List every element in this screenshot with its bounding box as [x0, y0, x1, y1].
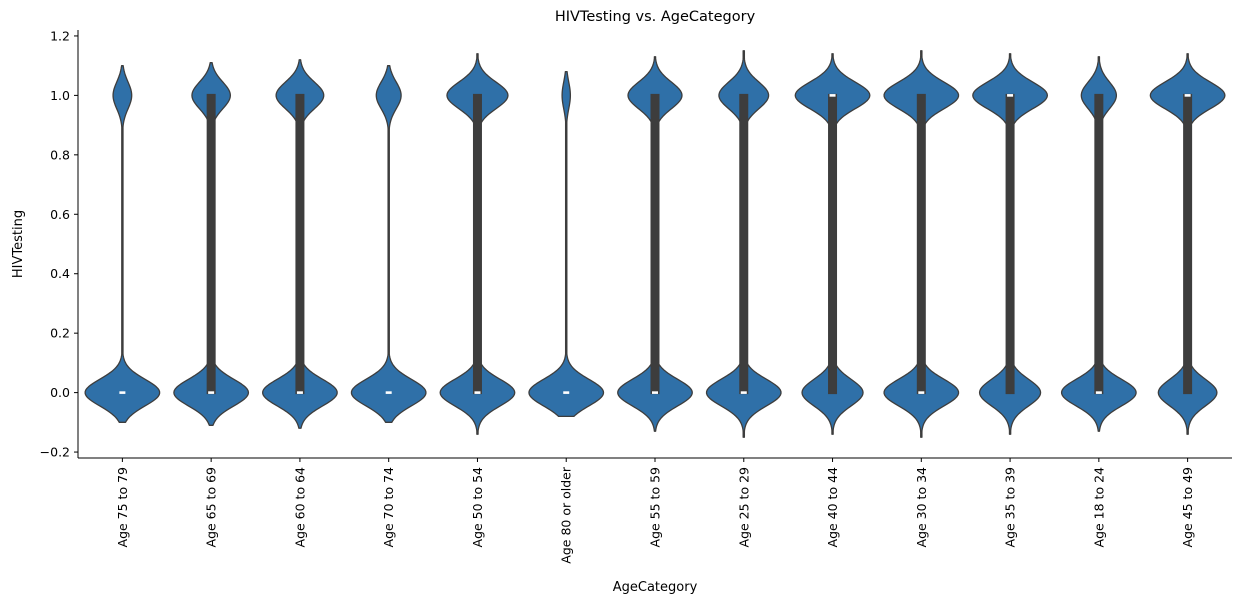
iqr-box	[1005, 93, 1015, 395]
median-marker	[740, 391, 747, 394]
median-marker	[1184, 94, 1191, 97]
y-tick-label: 0.6	[50, 207, 70, 222]
iqr-box	[1094, 93, 1104, 395]
x-tick-label: Age 45 to 49	[1180, 467, 1195, 548]
iqr-box	[739, 93, 749, 395]
y-tick-label: 0.8	[50, 147, 70, 162]
x-tick-label: Age 40 to 44	[825, 467, 840, 548]
violin-body	[84, 65, 161, 423]
x-tick-label: Age 60 to 64	[292, 467, 307, 548]
median-marker	[208, 391, 215, 394]
y-axis: −0.2 0.0 0.2 0.4 0.6 0.8 1.0 1.2	[40, 28, 78, 460]
iqr-box	[916, 93, 926, 395]
x-tick-label: Age 80 or older	[559, 466, 574, 564]
iqr-box	[1183, 93, 1193, 395]
median-marker	[119, 391, 126, 394]
y-tick-label: 1.2	[50, 28, 70, 43]
median-marker	[1007, 94, 1014, 97]
iqr-box	[206, 93, 216, 395]
y-tick-label: 0.2	[50, 326, 70, 341]
median-marker	[474, 391, 481, 394]
chart-title: HIVTesting vs. AgeCategory	[555, 9, 756, 25]
x-tick-label: Age 30 to 34	[914, 467, 929, 548]
violin-body	[528, 70, 605, 418]
median-marker	[1095, 391, 1102, 394]
y-tick-label: 0.0	[50, 385, 70, 400]
x-axis: Age 75 to 79 Age 65 to 69 Age 60 to 64 Age …	[115, 458, 1195, 564]
iqr-box	[828, 93, 838, 395]
iqr-box	[295, 93, 305, 395]
median-marker	[829, 94, 836, 97]
x-tick-label: Age 55 to 59	[648, 467, 663, 548]
median-marker	[385, 391, 392, 394]
median-marker	[296, 391, 303, 394]
y-tick-label: 1.0	[50, 88, 70, 103]
violins-group	[84, 50, 1226, 438]
median-marker	[652, 391, 658, 394]
x-tick-label: Age 70 to 74	[381, 467, 396, 548]
median-marker	[918, 391, 925, 394]
y-tick-label: 0.4	[50, 266, 70, 281]
y-tick-label: −0.2	[40, 445, 70, 460]
x-tick-label: Age 75 to 79	[115, 467, 130, 548]
x-axis-label: AgeCategory	[613, 580, 698, 595]
x-tick-label: Age 35 to 39	[1003, 467, 1018, 548]
y-axis-label: HIVTesting	[11, 210, 26, 278]
x-tick-label: Age 18 to 24	[1091, 467, 1106, 548]
x-tick-label: Age 50 to 54	[470, 467, 485, 548]
median-marker	[563, 391, 570, 394]
x-tick-label: Age 25 to 29	[736, 467, 751, 548]
violin-body	[350, 65, 427, 423]
x-tick-label: Age 65 to 69	[204, 467, 219, 548]
iqr-box	[472, 93, 482, 395]
iqr-box	[650, 93, 660, 395]
